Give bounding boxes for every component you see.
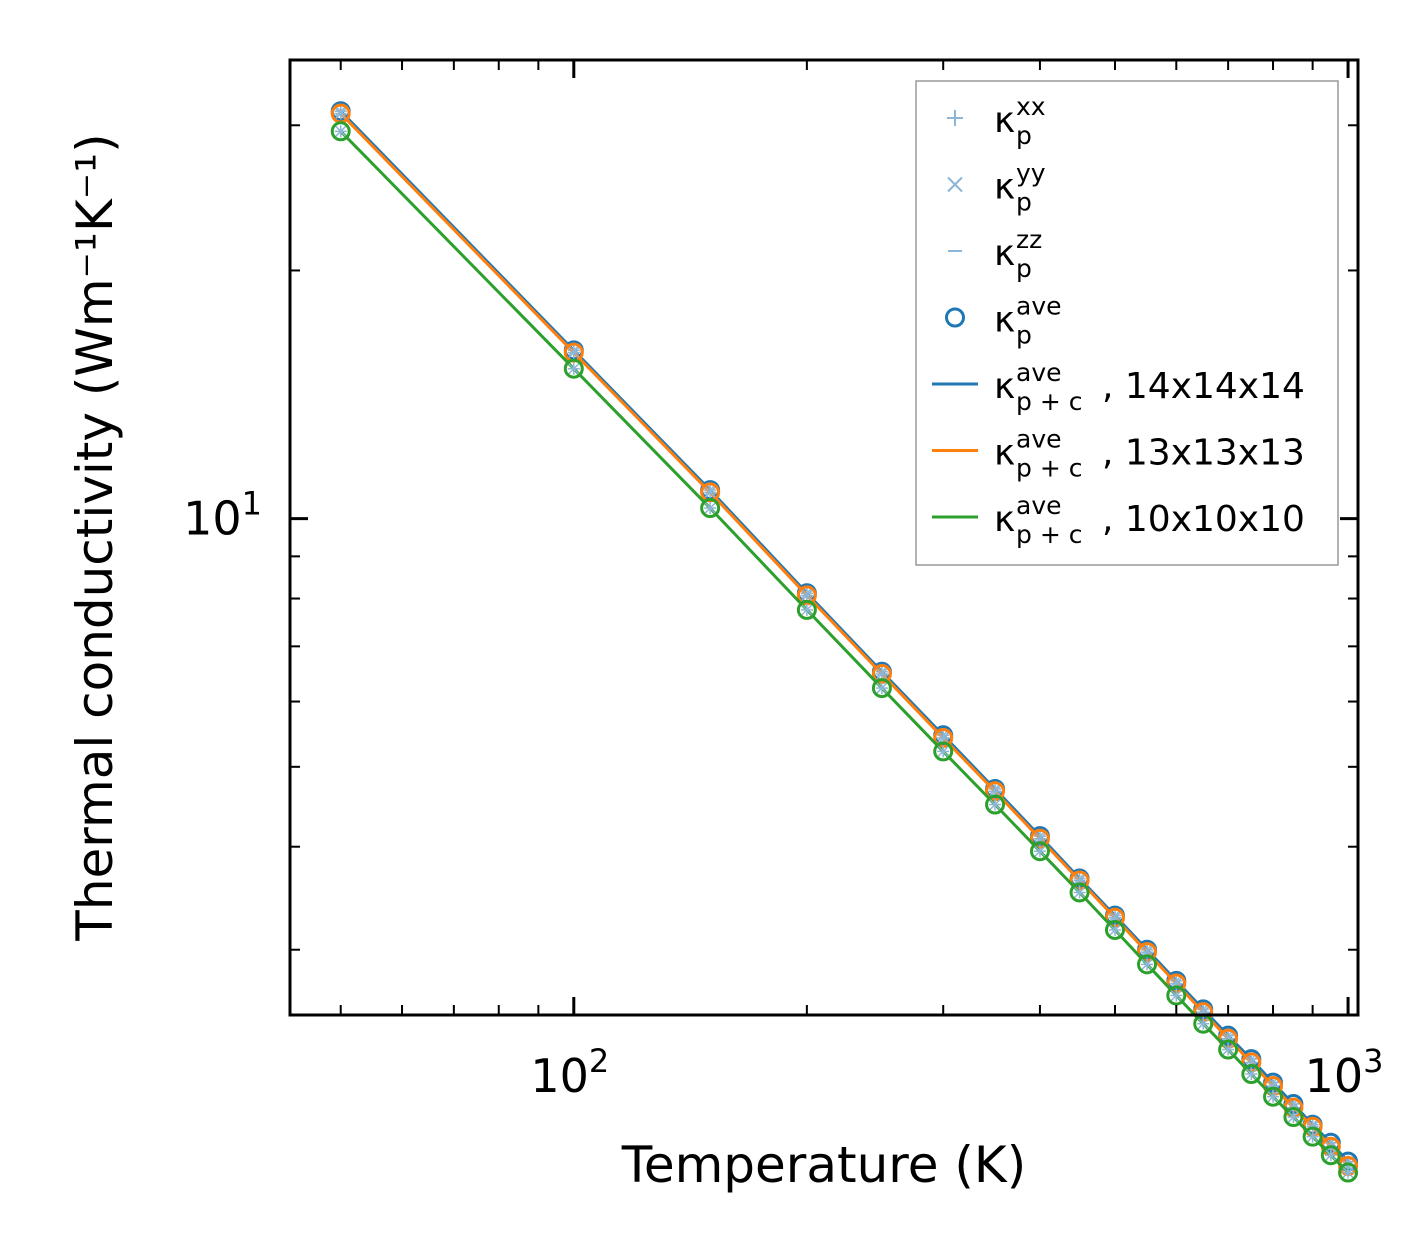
kyy-marker	[937, 745, 949, 757]
kyy-marker	[1342, 1167, 1354, 1179]
kyy-marker	[1074, 886, 1086, 899]
kyy-marker	[568, 363, 580, 375]
kyy-marker	[937, 732, 949, 744]
kyy-marker	[335, 125, 347, 137]
kyy-marker	[704, 486, 716, 498]
legend-label-grid: , 10x10x10	[1102, 499, 1305, 540]
legend-label-symbol: κ	[994, 100, 1015, 141]
kyy-marker	[1141, 958, 1153, 970]
legend-label-symbol: κ	[994, 167, 1015, 208]
kyy-marker	[335, 108, 347, 120]
ave-marker-3	[1069, 882, 1090, 903]
plot-frame	[288, 58, 1360, 1017]
x-axis-label: Temperature (K)	[621, 1136, 1026, 1194]
ave-marker-3	[1338, 1162, 1359, 1183]
ave-marker-3	[1302, 1126, 1323, 1147]
ave-marker-3	[933, 741, 954, 762]
kyy-marker	[801, 604, 813, 616]
legend-label-symbol: κ	[994, 300, 1015, 341]
kyy-marker	[1267, 1091, 1279, 1103]
kyy-marker	[1197, 1018, 1209, 1030]
legend-label-sub: p	[1016, 321, 1032, 350]
kyy-marker	[876, 682, 888, 694]
legend-label-sub: p	[1016, 254, 1032, 283]
ave-marker-3	[1263, 1086, 1284, 1107]
ave-marker-3	[871, 678, 892, 699]
ave-marker-3	[563, 358, 584, 379]
kyy-marker	[1034, 845, 1046, 857]
kyy-marker	[1307, 1131, 1319, 1143]
legend-label-sub: p	[1016, 188, 1032, 217]
legend-label-sub: p + c	[1016, 454, 1082, 483]
ave-marker-3	[1283, 1107, 1304, 1128]
kyy-marker	[876, 668, 888, 680]
kyy-marker	[1222, 1044, 1234, 1056]
legend-label-grid: , 13x13x13	[1102, 433, 1305, 474]
y-axis-label: Thermal conductivity (Wm⁻¹K⁻¹)	[66, 133, 124, 941]
legend-label-sup: ave	[1016, 425, 1062, 454]
legend-label-sup: ave	[1016, 491, 1062, 520]
kyy-marker	[704, 502, 716, 514]
kyy-marker	[989, 785, 1001, 797]
kyy-marker	[568, 347, 580, 359]
kyy-marker	[1170, 989, 1182, 1002]
legend-label-symbol: κ	[994, 366, 1015, 407]
y-tick-label: 101	[183, 485, 262, 546]
kyy-marker	[1109, 924, 1121, 936]
legend-label-sup: ave	[1016, 358, 1062, 387]
ave-marker-3	[330, 121, 351, 142]
ave-marker-3	[985, 794, 1006, 815]
ave-marker-3	[1166, 985, 1187, 1006]
x-tick-label: 102	[530, 1042, 609, 1103]
legend-box	[915, 80, 1339, 566]
ave-marker-3	[1104, 919, 1125, 940]
x-tick-label: 103	[1305, 1042, 1384, 1103]
ave-marker-3	[1320, 1145, 1341, 1166]
plot-series	[330, 101, 1359, 1183]
legend-label-symbol: κ	[994, 499, 1015, 540]
legend-label-sup: zz	[1016, 225, 1042, 254]
kyy-marker	[1287, 1111, 1299, 1123]
legend-circle-icon	[945, 307, 965, 328]
ave-marker-3	[700, 498, 721, 519]
legend-label-sup: xx	[1016, 92, 1046, 121]
kyy-marker	[801, 589, 813, 601]
legend-label-sub: p	[1016, 121, 1032, 150]
legend-label-sup: ave	[1016, 292, 1062, 321]
kyy-marker	[1245, 1068, 1257, 1080]
legend-label-symbol: κ	[994, 233, 1015, 274]
axes: 102 103 101	[183, 60, 1384, 1103]
kyy-marker	[989, 799, 1001, 811]
legend-label-sub: p + c	[1016, 520, 1082, 549]
legend-label-symbol: κ	[994, 433, 1015, 474]
ave-marker-3	[796, 599, 817, 620]
ave-marker-3	[1137, 954, 1158, 975]
ave-marker-3	[1218, 1039, 1239, 1060]
legend-label-sub: p + c	[1016, 387, 1082, 416]
kyy-marker	[1325, 1149, 1337, 1161]
legend-label-sup: yy	[1016, 159, 1046, 188]
ave-marker-3	[1029, 841, 1050, 862]
ave-marker-3	[1241, 1064, 1262, 1085]
legend-label-grid: , 14x14x14	[1102, 366, 1305, 407]
legend-x-icon	[947, 176, 963, 193]
